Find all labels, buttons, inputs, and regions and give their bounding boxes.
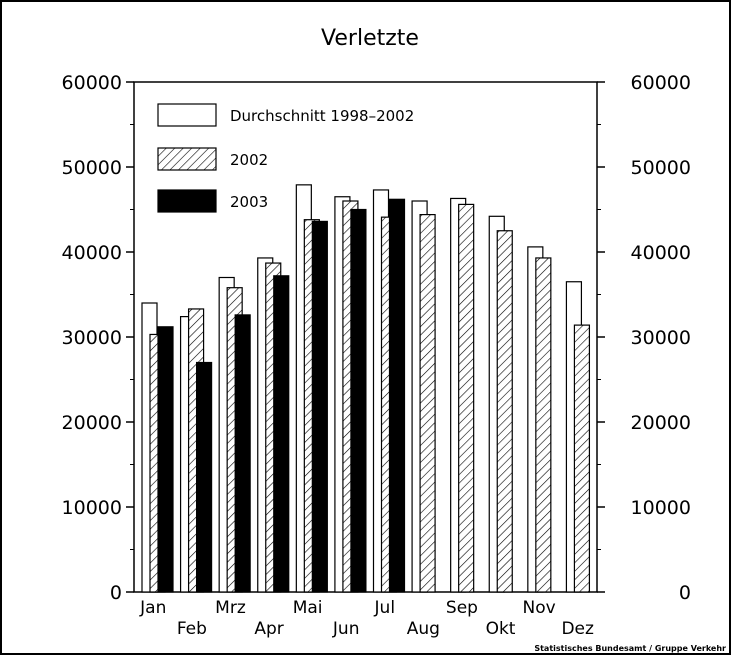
bar-apr-2003 [273,275,290,593]
y-tick-label-left: 0 [110,582,122,604]
legend: Durchschnitt 1998–2002 2002 2003 [157,103,414,213]
bar-feb-2003 [195,361,213,593]
bar-sep-2002 [458,203,475,593]
bar-nov-2002 [535,257,552,593]
source-note: Statistisches Bundesamt / Gruppe Verkehr [534,644,726,653]
bar-mai-2003 [311,220,328,593]
x-tick-label-jan: Jan [139,598,166,618]
bar-okt-2002 [496,230,513,593]
y-tick-label-right: 10000 [631,497,691,519]
legend-swatch-2 [157,189,217,213]
bar-dez-2002 [573,324,591,593]
y-tick-label-left: 50000 [62,157,122,179]
chart-title: Verletzte [321,26,419,51]
y-tick-label-left: 20000 [62,412,122,434]
y-tick-label-right: 50000 [631,157,691,179]
x-tick-label-feb: Feb [177,619,207,639]
bar-jan-2003 [157,326,174,593]
x-tick-label-dez: Dez [561,619,594,639]
legend-label-2: 2003 [230,193,268,211]
x-tick-label-okt: Okt [486,619,516,639]
legend-swatch-0 [157,103,217,127]
y-tick-label-right: 30000 [631,327,691,349]
y-tick-label-left: 30000 [62,327,122,349]
x-tick-label-sep: Sep [446,598,478,618]
bar-jun-2003 [350,208,367,593]
y-tick-label-left: 60000 [62,72,122,94]
x-tick-label-aug: Aug [407,619,440,639]
legend-label-0: Durchschnitt 1998–2002 [230,107,414,125]
y-tick-label-right: 20000 [631,412,691,434]
y-tick-label-left: 10000 [62,497,122,519]
y-tick-label-right: 60000 [631,72,691,94]
x-tick-label-nov: Nov [523,598,556,618]
x-tick-label-apr: Apr [254,619,283,639]
y-tick-label-right: 0 [679,582,691,604]
y-tick-label-right: 40000 [631,242,691,264]
x-tick-label-jun: Jun [332,619,360,639]
bar-aug-2002 [419,214,436,593]
x-tick-label-jul: Jul [374,598,396,618]
bar-mrz-2003 [234,314,251,593]
legend-swatch-1 [157,147,217,171]
legend-label-1: 2002 [230,151,268,169]
bar-jul-2003 [388,198,406,593]
x-tick-label-mrz: Mrz [215,598,246,618]
y-tick-label-left: 40000 [62,242,122,264]
x-tick-label-mai: Mai [293,598,323,618]
